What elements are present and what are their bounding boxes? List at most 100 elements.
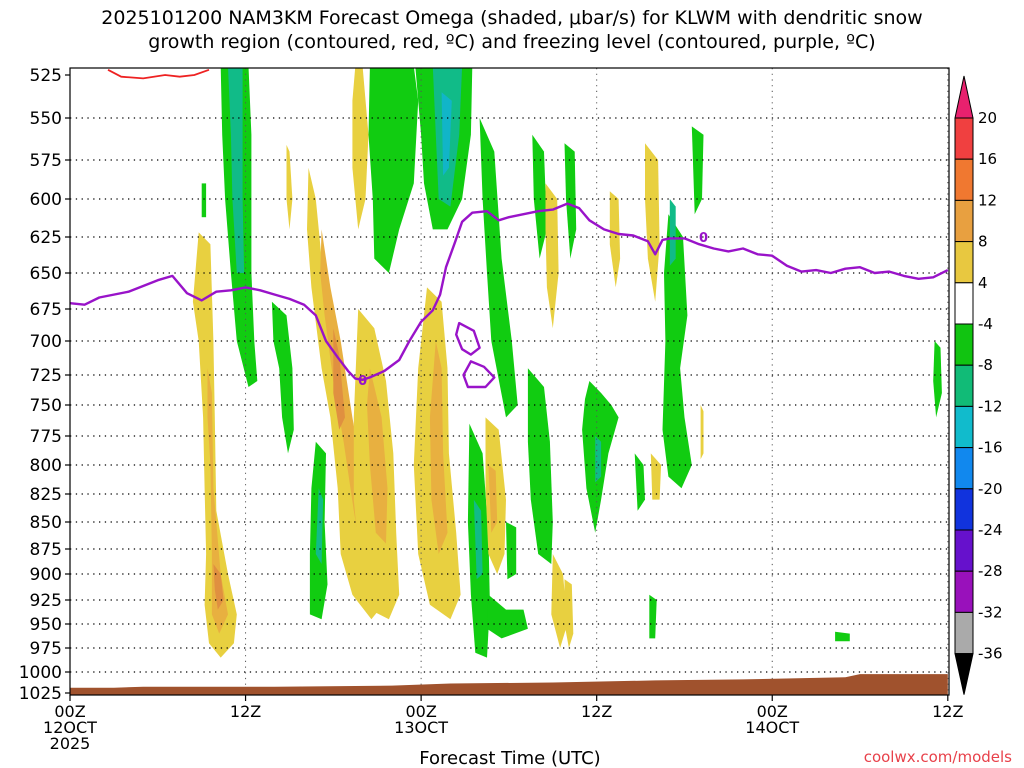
omega-region-pos8 (488, 465, 498, 533)
colorbar-bottom-arrow (954, 653, 974, 695)
omega-region-neg4 (933, 341, 942, 418)
x-tick-label: 14OCT (745, 718, 799, 737)
freezing-level-line (70, 202, 949, 381)
terrain (70, 674, 948, 695)
y-tick-label: 775 (30, 427, 62, 447)
omega-region-neg4 (662, 214, 692, 489)
y-tick-label: 700 (30, 332, 62, 352)
omega-region-pos8 (207, 368, 228, 634)
colorbar-label: -24 (978, 521, 1003, 539)
omega-region-pos4 (645, 143, 660, 302)
omega-region-pos4 (545, 183, 559, 329)
y-tick-label: 650 (30, 264, 62, 284)
x-tick-label: 12OCT (43, 718, 97, 737)
colorbar-label: 8 (978, 233, 988, 251)
freezing-level-label: 0 (358, 374, 367, 389)
y-tick-label: 975 (30, 639, 62, 659)
title-line-2: growth region (contoured, red, ºC) and f… (148, 31, 876, 53)
omega-region-neg4 (487, 594, 528, 639)
colorbar-label: -32 (978, 603, 1003, 621)
omega-region-pos4 (192, 232, 237, 658)
colorbar-segment (954, 405, 974, 449)
contours: 00 (70, 68, 949, 389)
omega-region-pos4 (286, 144, 293, 230)
omega-region-pos4 (352, 68, 369, 230)
y-tick-label: 600 (30, 190, 62, 210)
y-tick-label: 1025 (19, 684, 62, 704)
omega-region-pos8 (367, 368, 388, 544)
y-tick-label: 550 (30, 109, 62, 129)
x-tick-label: 13OCT (394, 718, 448, 737)
y-tick-label: 575 (30, 151, 62, 171)
colorbar-label: 20 (978, 109, 997, 127)
colorbar-segment (954, 529, 974, 572)
omega-region-neg4 (479, 118, 518, 418)
omega-region-neg8 (315, 488, 324, 564)
y-tick-label: 950 (30, 615, 62, 635)
omega-region-neg8 (669, 199, 676, 266)
grid (70, 68, 949, 695)
omega-region-pos12 (213, 564, 224, 610)
colorbar-label: -28 (978, 562, 1003, 580)
terrain-ground (70, 674, 948, 695)
colorbar-segment (954, 117, 974, 160)
x-tick-label: 12Z (581, 702, 612, 721)
freezing-level-label: 0 (699, 231, 708, 246)
omega-region-neg4 (649, 594, 657, 639)
omega-region-neg4 (271, 301, 294, 454)
omega-region-pos4 (609, 191, 621, 288)
colorbar-segment (954, 364, 974, 407)
omega-shading (192, 68, 942, 658)
chart-title: 2025101200 NAM3KM Forecast Omega (shaded… (0, 6, 1024, 54)
omega-region-neg4 (835, 631, 850, 642)
dgz-contour (107, 68, 210, 80)
colorbar-label: 16 (978, 150, 997, 168)
omega-region-pos4 (564, 579, 574, 648)
omega-region-neg4 (634, 453, 645, 511)
colorbar-label: -20 (978, 480, 1003, 498)
omega-region-neg8 (595, 436, 602, 483)
x-tick-label: 00Z (757, 702, 788, 721)
colorbar-segment (954, 282, 974, 325)
y-tick-label: 1000 (19, 663, 62, 683)
y-axis: 525 550 575 600 625 650 675 700 725 750 775 800 825 8… (19, 66, 70, 704)
y-tick-label: 675 (30, 300, 62, 320)
y-tick-label: 850 (30, 513, 62, 533)
omega-region-neg4 (532, 134, 547, 259)
omega-region-pos8 (429, 341, 448, 554)
y-tick-label: 825 (30, 485, 62, 505)
colorbar-segment (954, 570, 974, 613)
colorbar-top-arrow (954, 75, 974, 119)
title-line-1: 2025101200 NAM3KM Forecast Omega (shaded… (101, 7, 923, 29)
colorbar-label: -36 (978, 645, 1003, 663)
colorbar-segment (954, 488, 974, 531)
colorbar-segment (954, 611, 974, 655)
colorbar-label: -4 (978, 315, 993, 333)
y-tick-label: 750 (30, 396, 62, 416)
omega-region-neg4 (527, 368, 553, 564)
colorbar-label: -16 (978, 439, 1003, 457)
freezing-level-closed-contour (462, 360, 496, 389)
y-tick-label: 800 (30, 456, 62, 476)
omega-region-neg8 (228, 68, 245, 273)
credit-link[interactable]: coolwx.com/models (863, 748, 1012, 766)
y-tick-label: 900 (30, 565, 62, 585)
omega-region-neg4 (368, 68, 419, 273)
x-axis-label: Forecast Time (UTC) (419, 748, 600, 768)
x-tick-label: 00Z (54, 702, 85, 721)
omega-region-neg4 (564, 143, 577, 259)
y-tick-label: 525 (30, 66, 62, 86)
colorbar-label: 4 (978, 274, 988, 292)
y-tick-label: 625 (30, 228, 62, 248)
y-tick-label: 925 (30, 591, 62, 611)
y-tick-label: 875 (30, 540, 62, 560)
omega-region-pos4 (700, 405, 704, 460)
colorbar: 20 16 12 8 4 -4 -8 -12 -16 -20 -24 -28 -32 -36 (954, 75, 1003, 695)
omega-region-neg8 (473, 499, 483, 580)
omega-region-neg4 (201, 183, 207, 218)
freezing-level-closed-contour (455, 321, 481, 356)
colorbar-segment (954, 323, 974, 366)
omega-region-neg12 (441, 92, 452, 176)
